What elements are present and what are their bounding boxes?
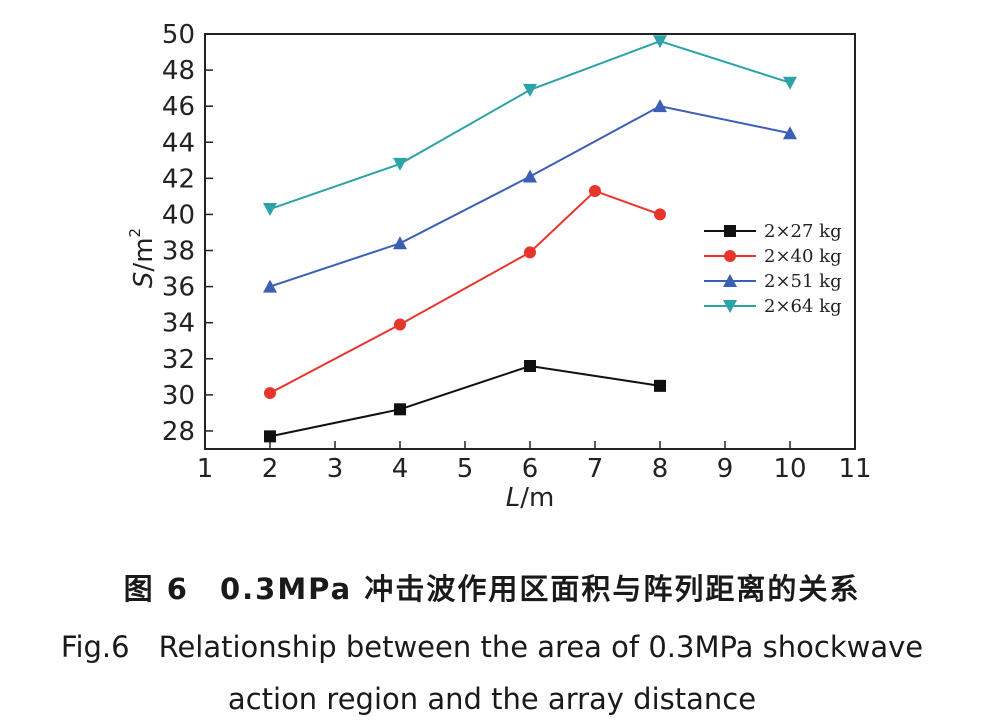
data-point: [264, 430, 276, 443]
series-line: [269, 40, 791, 210]
y-axis-label: S/m2: [126, 228, 159, 288]
y-tick-label: 32: [162, 345, 195, 375]
y-tick-label: 48: [162, 56, 195, 86]
y-tick-label: 46: [162, 92, 195, 122]
x-tick-label: 7: [587, 454, 604, 484]
legend-label: 2×51 kg: [764, 271, 842, 292]
data-point: [394, 318, 406, 331]
legend-swatch-marker: [724, 225, 736, 237]
data-point: [523, 83, 537, 97]
data-point: [523, 169, 537, 183]
x-tick-label: 11: [838, 454, 871, 484]
x-tick-label: 1: [197, 454, 214, 484]
series-0: [264, 360, 666, 443]
x-tick-label: 9: [717, 454, 734, 484]
y-tick-label: 40: [162, 200, 195, 230]
data-point: [653, 35, 667, 49]
legend-entry: 2×51 kg: [704, 271, 842, 292]
figure-caption-english-line-1: Fig.6 Relationship between the area of 0…: [60, 630, 924, 664]
series-layer: [263, 35, 797, 443]
legend-swatch-marker: [723, 300, 737, 313]
y-tick-label: 50: [162, 20, 195, 50]
x-tick-label: 3: [327, 454, 344, 484]
x-tick-label: 2: [262, 454, 279, 484]
data-point: [783, 126, 797, 140]
series-line: [269, 105, 791, 288]
y-tick-label: 38: [162, 237, 195, 267]
legend-swatch-marker: [724, 250, 736, 262]
data-point: [524, 246, 536, 259]
x-tick-label: 10: [773, 454, 806, 484]
series-line: [269, 364, 661, 438]
legend-entry: 2×27 kg: [704, 221, 842, 242]
data-point: [589, 184, 601, 197]
figure-caption-english-line-2: action region and the array distance: [227, 682, 757, 716]
legend-entry: 2×40 kg: [704, 246, 842, 267]
legend-swatch-marker: [723, 274, 737, 287]
legend-label: 2×64 kg: [764, 296, 842, 317]
series-3: [263, 35, 797, 217]
y-tick-label: 30: [162, 381, 195, 411]
data-point: [393, 157, 407, 171]
x-tick-label: 8: [652, 454, 669, 484]
y-tick-label: 34: [162, 309, 195, 339]
legend-label: 2×27 kg: [764, 221, 842, 242]
y-tick-label: 36: [162, 273, 195, 303]
data-point: [654, 379, 666, 392]
x-tick-label: 5: [457, 454, 474, 484]
data-point: [654, 208, 666, 221]
x-tick-label: 4: [392, 454, 409, 484]
legend-label: 2×40 kg: [764, 246, 842, 267]
series-1: [264, 184, 666, 400]
y-tick-label: 28: [162, 417, 195, 447]
legend-entry: 2×64 kg: [704, 296, 842, 317]
data-point: [524, 360, 536, 372]
data-point: [393, 236, 407, 250]
y-tick-label: 44: [162, 128, 195, 158]
x-tick-label: 6: [522, 454, 539, 484]
series-line: [269, 189, 661, 394]
series-2: [263, 99, 797, 293]
figure-caption-chinese: 图 6 0.3MPa 冲击波作用区面积与阵列距离的关系: [123, 572, 861, 606]
data-point: [653, 99, 667, 113]
y-tick-label: 42: [162, 164, 195, 194]
data-point: [394, 403, 406, 416]
data-point: [783, 76, 797, 90]
legend: 2×27 kg 2×40 kg 2×51 kg 2×64 kg: [704, 221, 842, 317]
data-point: [264, 387, 276, 400]
data-point: [263, 279, 277, 293]
x-axis-label: L/m: [506, 483, 555, 513]
data-point: [263, 203, 277, 217]
